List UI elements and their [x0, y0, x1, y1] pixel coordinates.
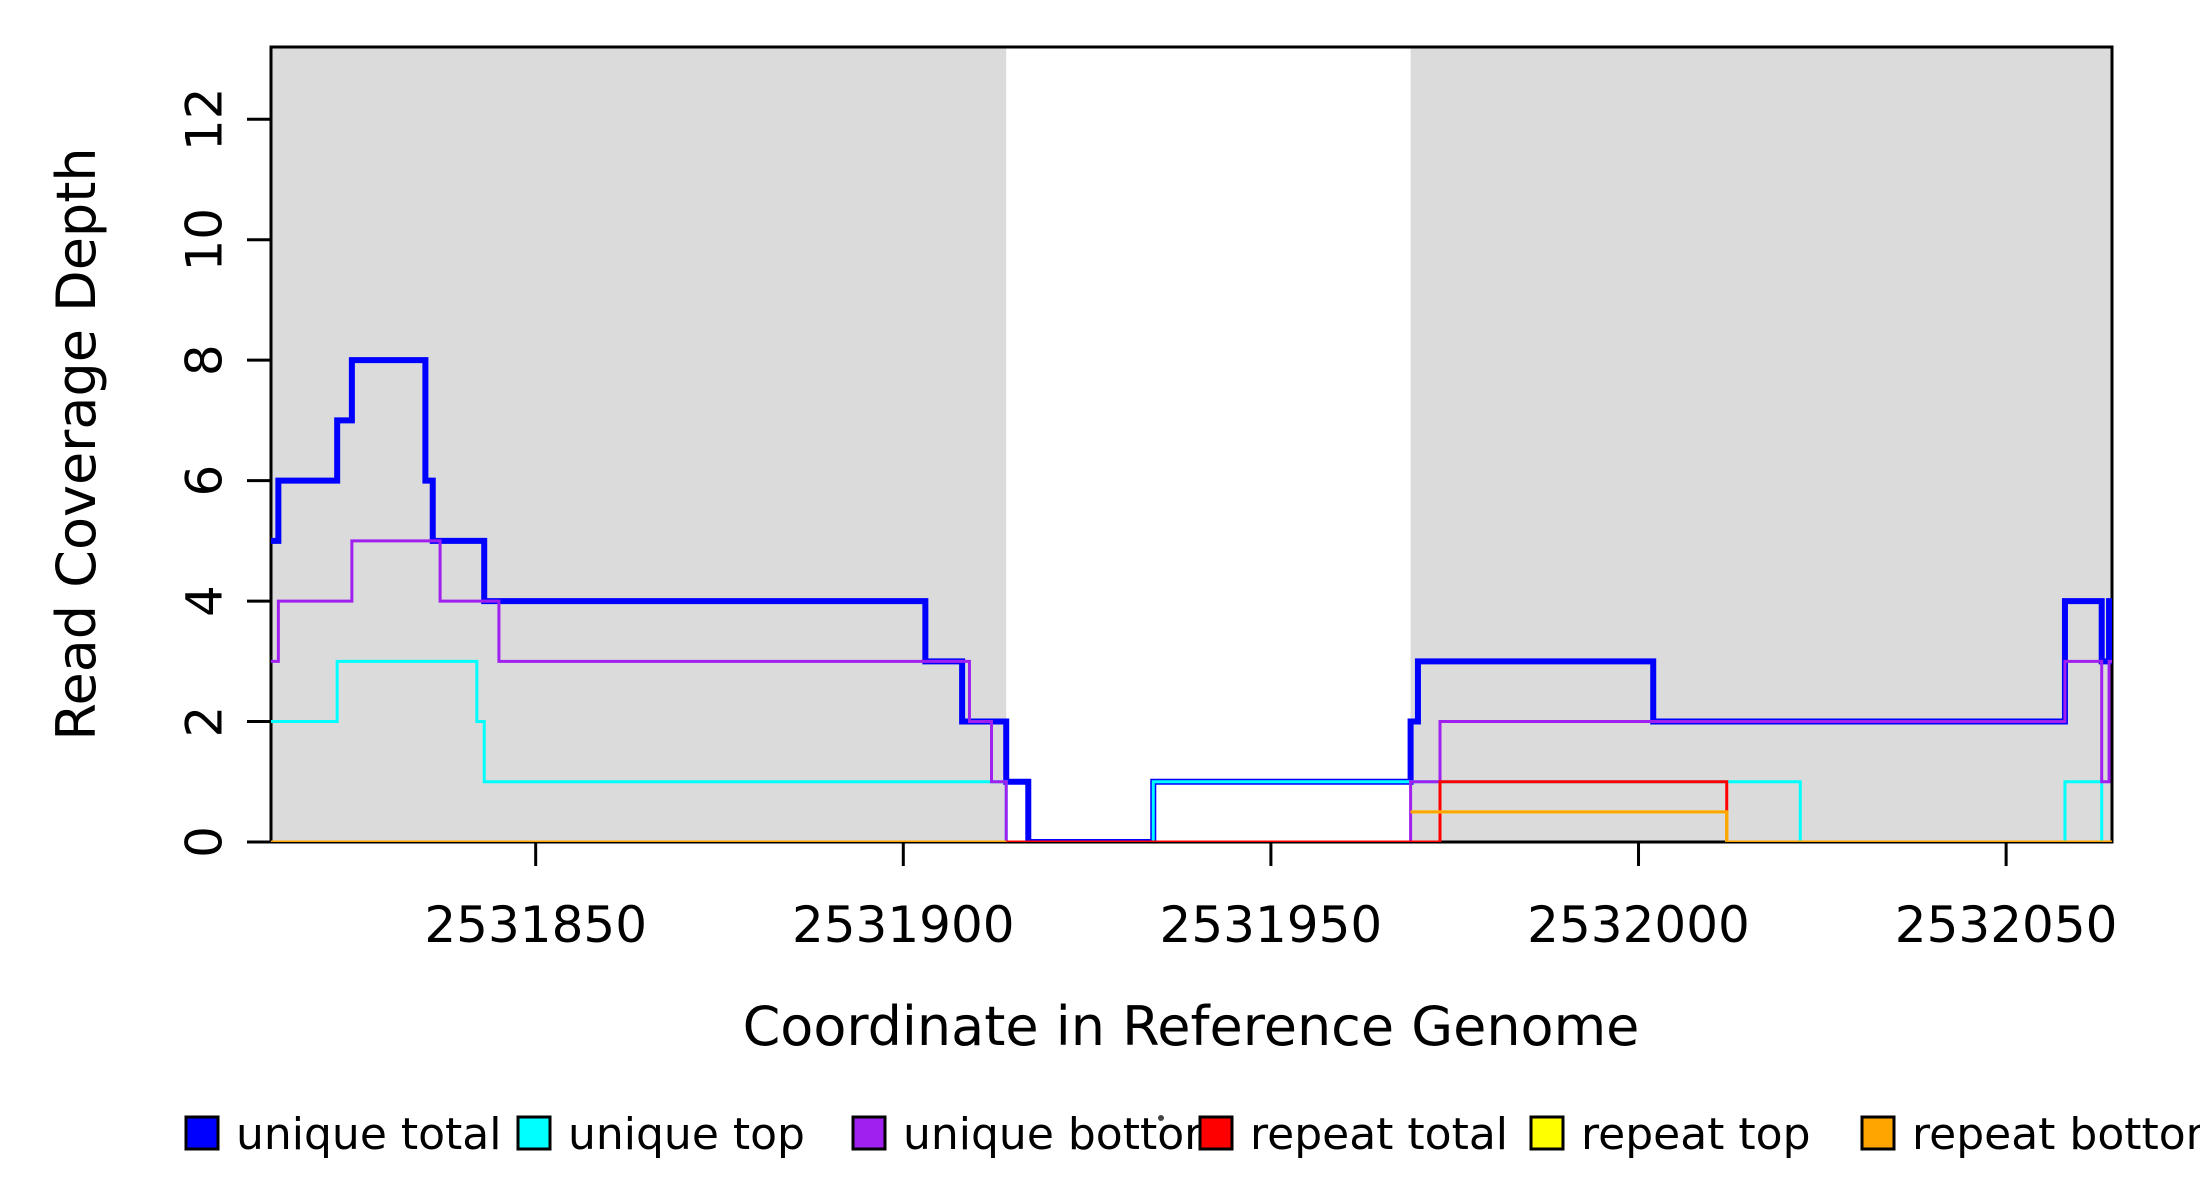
shaded-band	[271, 47, 1007, 842]
series-lines	[271, 357, 2112, 842]
legend-label: repeat bottom	[1912, 1109, 2200, 1160]
legend-label: repeat total	[1250, 1109, 1508, 1160]
x-tick-label: 2532000	[1527, 896, 1750, 954]
x-tick-label: 2532050	[1895, 896, 2118, 954]
x-axis-title: Coordinate in Reference Genome	[743, 995, 1640, 1058]
series-repeat-bottom	[1410, 810, 2112, 842]
legend-item-repeat-bottom: repeat bottom	[1860, 1109, 2200, 1160]
legend-swatch	[851, 1115, 887, 1151]
series-repeat-total	[271, 780, 2112, 842]
legend-label: unique bottom	[903, 1109, 1227, 1160]
x-tick-label: 2531850	[424, 896, 647, 954]
y-tick-label: 12	[176, 87, 234, 151]
legend-item-repeat-total: repeat total	[1198, 1109, 1508, 1160]
legend-swatch	[1529, 1115, 1565, 1151]
legend-swatch	[1860, 1115, 1896, 1151]
plot-shaded-bands	[271, 47, 2112, 842]
legend-item-unique-top: unique top	[516, 1109, 805, 1160]
series-unique-bottom	[271, 539, 2112, 842]
y-tick-label: 2	[176, 706, 234, 738]
stray-dot	[1158, 1115, 1164, 1121]
y-tick-label: 10	[176, 208, 234, 272]
legend-item-unique-total: unique total	[184, 1109, 501, 1160]
legend-item-repeat-top: repeat top	[1529, 1109, 1811, 1160]
y-tick-label: 0	[176, 826, 234, 858]
shaded-band	[1410, 47, 2112, 842]
legend-swatch	[184, 1115, 220, 1151]
x-tick-label: 2531900	[792, 896, 1015, 954]
x-axis: 2531850 2531900 2531950 2532000 2532050	[424, 842, 2117, 954]
legend-label: repeat top	[1581, 1109, 1811, 1160]
legend: unique total unique top unique bottom repea…	[184, 1109, 2200, 1160]
legend-label: unique top	[568, 1109, 805, 1160]
legend-swatch	[516, 1115, 552, 1151]
legend-label: unique total	[236, 1109, 501, 1160]
series-unique-top	[271, 659, 2112, 842]
y-axis-title: Read Coverage Depth	[45, 147, 108, 740]
y-tick-label: 6	[176, 465, 234, 497]
legend-swatch	[1198, 1115, 1234, 1151]
y-axis: 0 2 4 6 8 10 12	[176, 87, 271, 858]
y-tick-label: 8	[176, 344, 234, 376]
x-tick-label: 2531950	[1160, 896, 1383, 954]
legend-item-unique-bottom: unique bottom	[851, 1109, 1227, 1160]
y-tick-label: 4	[176, 585, 234, 617]
